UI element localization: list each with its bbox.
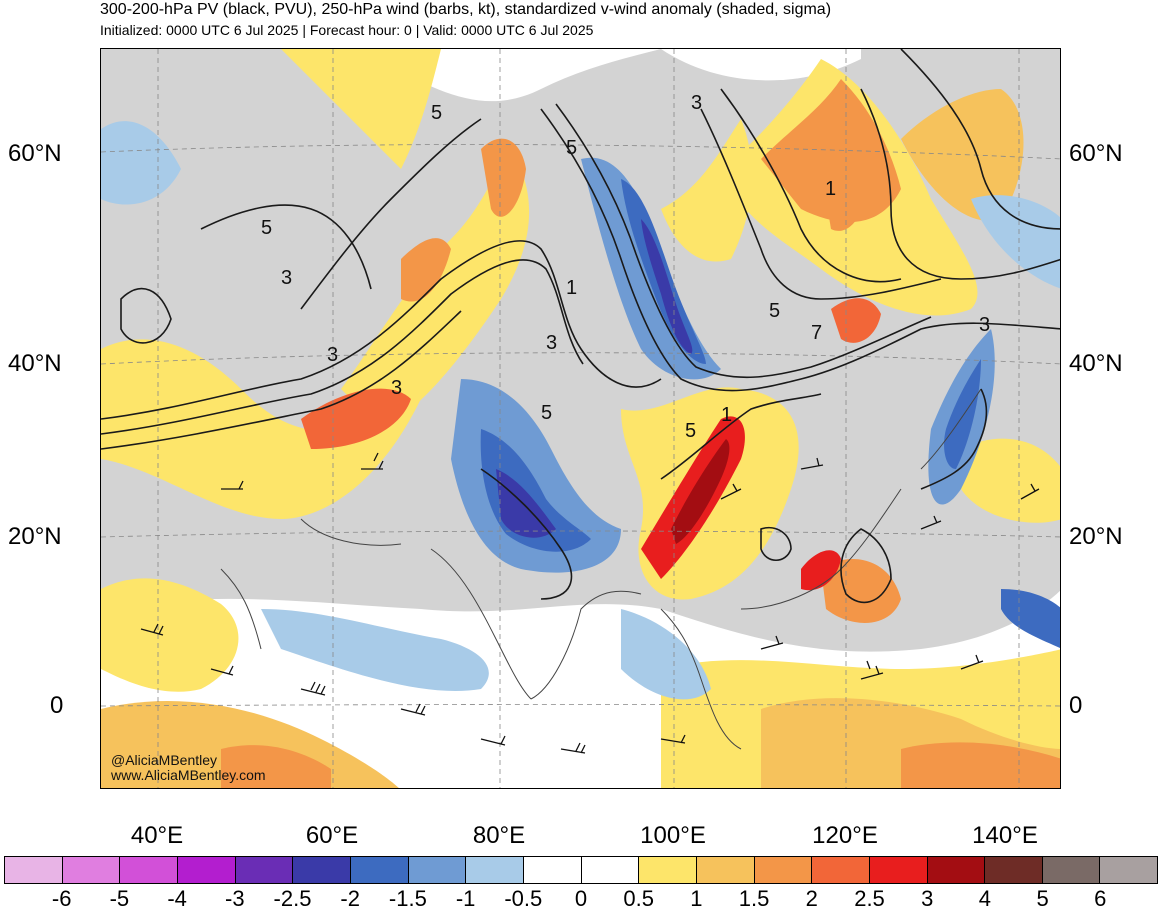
colorbar-swatch	[62, 857, 121, 883]
colorbar-swatch	[869, 857, 928, 883]
colorbar-swatch	[985, 857, 1043, 883]
contour-label: 3	[546, 332, 557, 354]
colorbar-swatch	[466, 857, 524, 883]
colorbar-label: 2	[805, 886, 818, 911]
lat-label-60n-right: 60°N	[1069, 140, 1123, 167]
contour-label: 5	[769, 300, 780, 322]
colorbar-swatch	[639, 857, 697, 883]
colorbar-label: 2.5	[854, 886, 885, 911]
contour-label: 3	[281, 267, 292, 289]
lat-label-0-right: 0	[1069, 692, 1083, 719]
colorbar-label: 4	[978, 886, 992, 911]
colorbar-label: 3	[921, 886, 934, 911]
chart-title: 300-200-hPa PV (black, PVU), 250-hPa win…	[100, 1, 832, 18]
colorbar-swatch	[177, 857, 236, 883]
colorbar-swatch	[1100, 857, 1158, 883]
contour-label: 5	[431, 102, 442, 124]
colorbar-swatch	[350, 857, 409, 883]
colorbar-label: 0.5	[623, 886, 654, 911]
colorbar-swatch	[581, 857, 640, 883]
colorbar-swatch	[523, 857, 582, 883]
lon-label-120e: 120°E	[812, 822, 878, 849]
lon-label-60e: 60°E	[305, 822, 359, 849]
contour-label: 7	[811, 322, 822, 344]
lat-label-60n-left: 60°N	[8, 140, 62, 167]
lon-label-100e: 100°E	[640, 822, 706, 849]
map-canvas: 5 3 3 3 3 5 1 5 5 5 1 5 7 1 3 3	[101, 49, 1060, 788]
colorbar-label: -4	[167, 886, 187, 911]
contour-label: 3	[327, 344, 338, 366]
lat-label-40n-right: 40°N	[1069, 350, 1123, 377]
lat-label-20n-left: 20°N	[8, 523, 62, 550]
colorbar-label: -1	[455, 886, 476, 911]
colorbar-label: -2	[340, 886, 360, 911]
colorbar-label: -3	[225, 886, 245, 911]
colorbar-swatch	[754, 857, 813, 883]
colorbar-swatch	[293, 857, 351, 883]
colorbar-labels: -6 -5 -4 -3 -2.5 -2 -1.5 -1 -0.5 0 0.5 1 1.5 2 2.5 3 4 5 6	[0, 887, 1161, 913]
contour-label: 5	[566, 137, 577, 159]
lon-label-140e: 140°E	[972, 822, 1038, 849]
credit-url: www.AliciaMBentley.com	[111, 767, 266, 783]
colorbar-swatch	[408, 857, 467, 883]
colorbar-swatch	[812, 857, 870, 883]
colorbar-label: 0	[574, 886, 588, 911]
colorbar-swatch	[1042, 857, 1101, 883]
contour-label: 3	[979, 314, 990, 336]
colorbar-swatch	[696, 857, 755, 883]
colorbar-swatch	[927, 857, 986, 883]
colorbar-label: -0.5	[504, 886, 543, 911]
lat-label-40n-left: 40°N	[8, 350, 62, 377]
chart-subtitle: Initialized: 0000 UTC 6 Jul 2025 | Forec…	[100, 22, 594, 38]
credit-handle: @AliciaMBentley	[111, 752, 218, 768]
colorbar-label: -1.5	[388, 886, 427, 911]
contour-label: 5	[541, 402, 552, 424]
colorbar-label: -2.5	[273, 886, 312, 911]
lon-label-40e: 40°E	[130, 822, 184, 849]
contour-label: 1	[721, 404, 732, 426]
colorbar-swatch	[235, 857, 294, 883]
colorbar-swatch	[120, 857, 178, 883]
colorbar	[4, 856, 1158, 884]
weather-map: 5 3 3 3 3 5 1 5 5 5 1 5 7 1 3 3	[100, 48, 1061, 789]
lon-label-80e: 80°E	[472, 822, 526, 849]
colorbar-label: 1	[690, 886, 703, 911]
lat-label-0-left: 0	[50, 692, 64, 719]
contour-label: 3	[391, 377, 402, 399]
contour-label: 1	[566, 277, 577, 299]
colorbar-label: -5	[109, 886, 130, 911]
contour-label: 1	[825, 178, 836, 200]
colorbar-label: 6	[1094, 886, 1107, 911]
colorbar-label: 1.5	[738, 886, 770, 911]
colorbar-label: -6	[51, 886, 72, 911]
lat-label-20n-right: 20°N	[1069, 523, 1123, 550]
contour-label: 3	[691, 92, 702, 114]
contour-label: 5	[685, 420, 696, 442]
colorbar-label: 5	[1036, 886, 1049, 911]
colorbar-swatch	[5, 857, 63, 883]
contour-label: 5	[261, 217, 272, 239]
